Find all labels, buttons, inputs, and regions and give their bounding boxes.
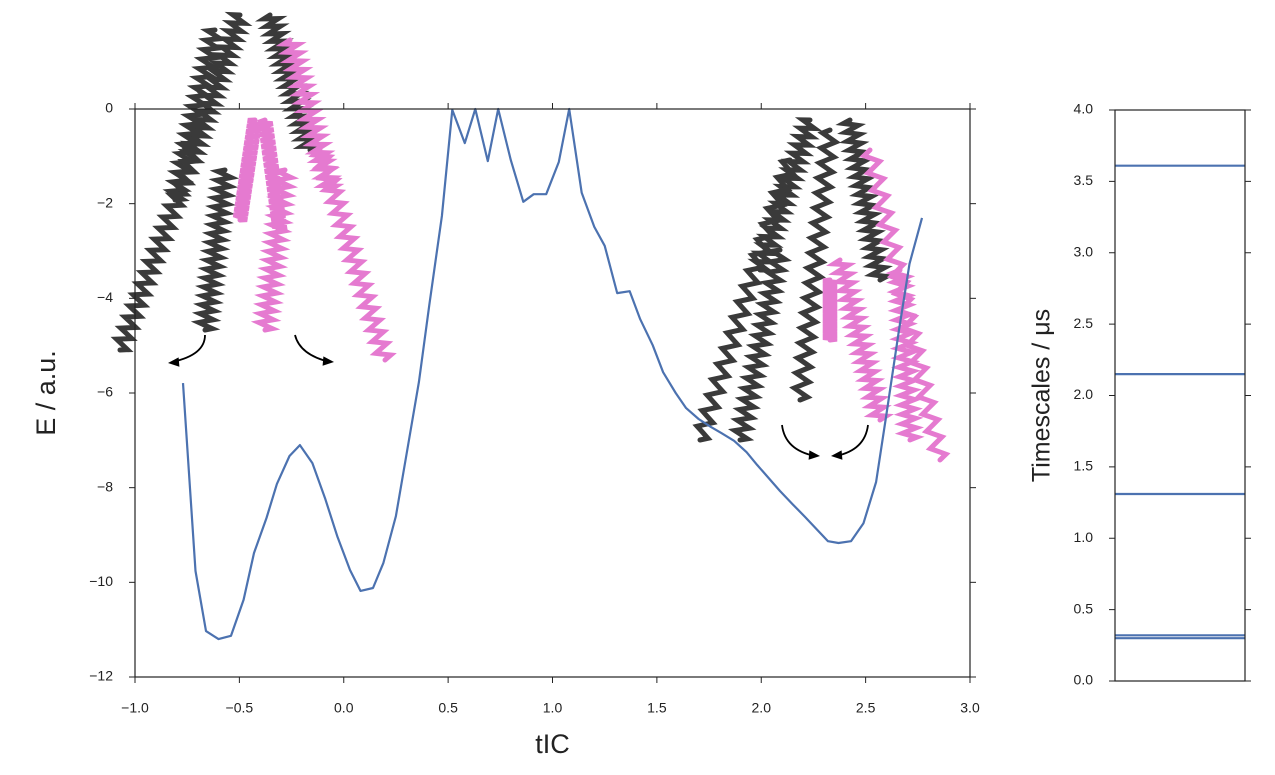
- x-tick-label: −0.5: [226, 700, 254, 716]
- y-tick-label: −8: [97, 478, 113, 494]
- y-tick-label: 4.0: [1074, 101, 1094, 117]
- y-tick-label: 1.0: [1074, 529, 1094, 545]
- x-tick-label: 2.0: [752, 700, 772, 716]
- helix: [728, 247, 792, 443]
- helix: [747, 117, 823, 273]
- helix: [822, 277, 838, 343]
- y-tick-label: 0: [105, 100, 113, 116]
- y-tick-label: 2.0: [1074, 386, 1094, 402]
- axes-frame: [1114, 109, 1246, 682]
- arrow: [171, 334, 206, 363]
- x-tick-label: 2.5: [856, 700, 876, 716]
- y-tick-label: 3.0: [1074, 243, 1094, 259]
- y-tick-label: −10: [89, 573, 113, 589]
- arrow-head: [168, 357, 180, 367]
- y-tick-label: −4: [97, 289, 113, 305]
- helix: [110, 147, 205, 353]
- y-tick-label: 2.5: [1074, 315, 1094, 331]
- x-tick-label: −1.0: [121, 700, 149, 716]
- y-tick-label: −12: [89, 668, 113, 684]
- y-axis-label: Timescales / μs: [1028, 309, 1056, 482]
- y-tick-label: 3.5: [1074, 172, 1094, 188]
- y-tick-label: −6: [97, 384, 113, 400]
- helix: [162, 27, 228, 203]
- y-axis-label: E / a.u.: [31, 350, 61, 436]
- helix: [789, 127, 841, 403]
- arrow-head: [808, 450, 820, 460]
- x-tick-label: 0.0: [334, 700, 354, 716]
- helix: [825, 257, 895, 423]
- helix: [692, 157, 798, 443]
- helix: [232, 117, 263, 223]
- x-tick-label: 0.5: [438, 700, 458, 716]
- y-tick-label: 0.0: [1074, 672, 1094, 688]
- x-tick-label: 1.0: [543, 700, 563, 716]
- helix: [308, 147, 397, 363]
- axes-frame: [134, 108, 971, 678]
- y-tick-label: 0.5: [1074, 600, 1094, 616]
- helix: [190, 167, 240, 333]
- arrow-head: [831, 450, 843, 460]
- helix: [835, 117, 895, 283]
- y-tick-label: −2: [97, 194, 113, 210]
- line-series: [181, 107, 924, 641]
- x-axis-label: tIC: [535, 729, 570, 759]
- x-tick-label: 3.0: [960, 700, 980, 716]
- helix: [885, 267, 925, 443]
- helix: [257, 117, 288, 233]
- x-tick-label: 1.5: [647, 700, 667, 716]
- arrow-head: [322, 356, 334, 366]
- protein-illustrations: [110, 11, 951, 463]
- y-tick-label: 1.5: [1074, 458, 1094, 474]
